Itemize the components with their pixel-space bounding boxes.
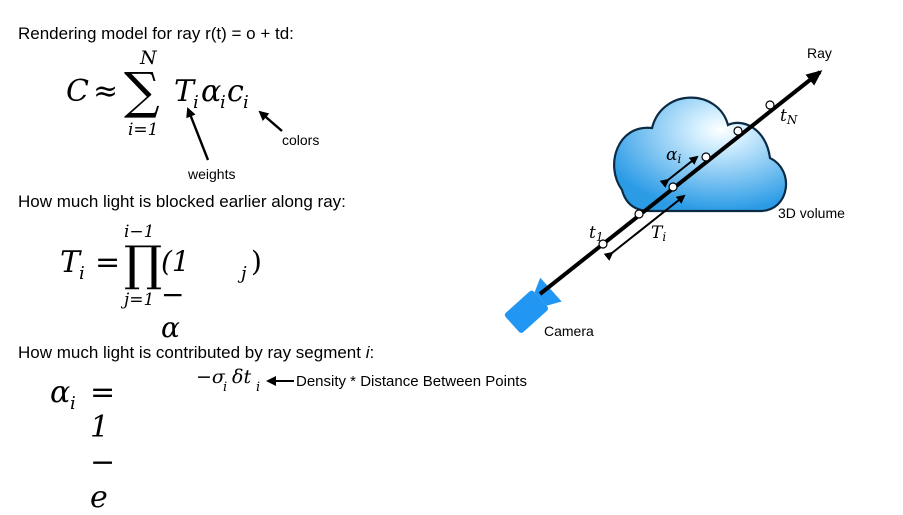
label-ray: Ray: [807, 45, 832, 61]
colors-arrow: [258, 110, 283, 132]
label-camera: Camera: [544, 323, 594, 339]
label-3d-volume: 3D volume: [778, 205, 845, 221]
eq-t-equals: =: [95, 245, 121, 280]
term-c: c: [227, 74, 244, 109]
eq-alpha-lhs-sub: i: [70, 393, 76, 414]
heading-blocked-light: How much light is blocked earlier along …: [18, 192, 346, 211]
label-t-1: t1: [589, 223, 604, 244]
term-alpha-sub: i: [220, 92, 226, 113]
left-annotation-arrows: [186, 107, 294, 386]
eq-alpha-exp-delta-sub: i: [256, 380, 261, 395]
heading-contributed-light: How much light is contributed by ray seg…: [18, 344, 374, 361]
eq-c-lhs: C: [66, 74, 89, 109]
label-t-i: Ti: [651, 223, 667, 244]
sample-point: [733, 126, 743, 136]
prod-lower-limit: j=1: [124, 290, 155, 310]
heading-contributed-var: i: [365, 343, 370, 362]
eq-t-lhs: T: [60, 245, 81, 280]
transmittance-arrow: [603, 194, 686, 261]
prod-symbol: ∏: [124, 236, 163, 292]
eq-alpha-exp-sub: i: [223, 380, 228, 395]
label-density-distance: Density * Distance Between Points: [296, 373, 527, 390]
prod-factor-close: ): [251, 245, 262, 278]
term-t: T: [174, 74, 195, 109]
heading-contributed-suffix: :: [369, 343, 375, 362]
camera-icon: [504, 277, 562, 333]
prod-factor: (1 − α: [161, 245, 190, 344]
heading-contributed-prefix: How much light is contributed by ray seg…: [18, 343, 366, 362]
sample-point: [634, 209, 644, 219]
alpha-segment-arrow: [659, 155, 699, 188]
heading-rendering-model: Rendering model for ray r(t) = o + td:: [18, 24, 294, 43]
eq-alpha-exp-delta: δt: [232, 366, 252, 388]
sample-point-tn: [765, 100, 775, 110]
eq-t-lhs-sub: i: [79, 263, 85, 284]
prod-factor-sub: j: [241, 263, 247, 284]
ray-diagram: [504, 70, 823, 333]
weights-arrow: [186, 107, 210, 161]
label-weights: weights: [188, 166, 236, 182]
sum-upper-limit: N: [140, 47, 157, 69]
eq-alpha-lhs: α: [50, 375, 71, 410]
sum-symbol: ∑: [124, 62, 160, 120]
sample-point: [668, 182, 678, 192]
label-t-n: tN: [780, 106, 798, 127]
prod-upper-limit: i−1: [124, 222, 155, 242]
label-alpha-i: αi: [666, 145, 682, 166]
cloud-volume: [613, 96, 788, 213]
label-colors: colors: [282, 132, 320, 148]
eq-alpha-exp: −σ: [196, 366, 225, 388]
eq-approx: ≈: [93, 74, 119, 109]
sample-point: [701, 152, 711, 162]
sum-lower-limit: i=1: [128, 120, 159, 140]
term-alpha: α: [201, 74, 222, 109]
term-c-sub: i: [243, 92, 249, 113]
term-t-sub: i: [193, 92, 199, 113]
